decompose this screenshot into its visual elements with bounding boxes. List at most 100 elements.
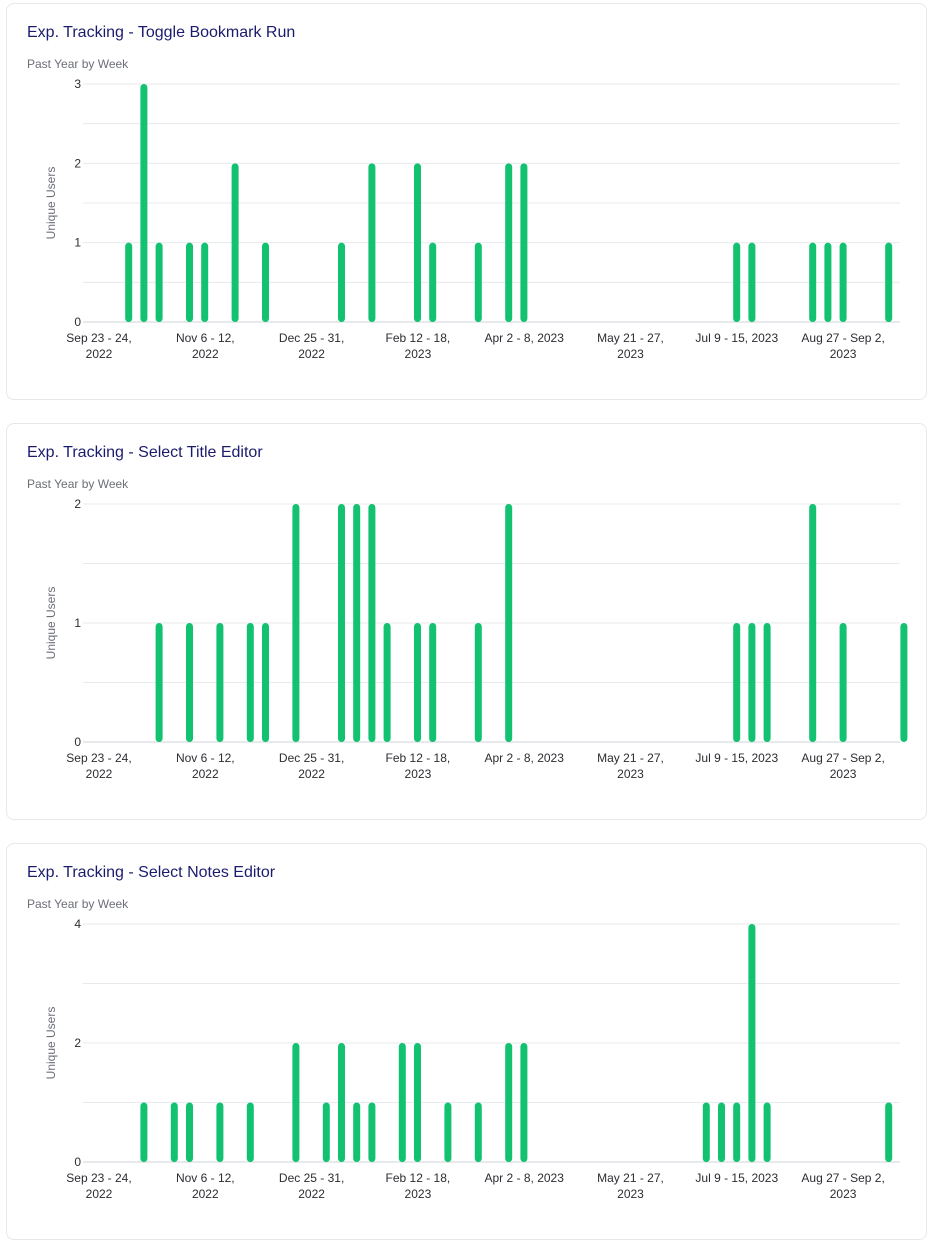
bar [702, 1102, 710, 1162]
x-tick-label: May 21 - 27, 2023 [597, 1171, 664, 1201]
bar [414, 623, 421, 742]
x-tick-label: Apr 2 - 8, 2023 [485, 331, 565, 345]
bar [155, 242, 163, 322]
x-tick-label: Feb 12 - 18, 2023 [386, 751, 451, 781]
bar [900, 623, 908, 742]
x-tick-label: Jul 9 - 15, 2023 [695, 751, 778, 765]
bar [733, 1102, 741, 1162]
bar [520, 163, 528, 322]
x-tick-label: Sep 23 - 24, 2022 [66, 1171, 131, 1201]
x-tick-label: Dec 25 - 31, 2022 [279, 1171, 344, 1201]
bar [292, 504, 300, 742]
x-tick-label: Apr 2 - 8, 2023 [485, 1171, 565, 1185]
bar [763, 1102, 771, 1162]
x-tick-label: Dec 25 - 31, 2022 [279, 751, 344, 781]
x-tick-label: Dec 25 - 31, 2022 [279, 331, 344, 361]
bar [338, 504, 345, 742]
x-tick-label: Feb 12 - 18, 2023 [386, 1171, 451, 1201]
y-tick-label: 0 [74, 315, 81, 329]
bar [474, 623, 482, 742]
y-tick-label: 4 [74, 917, 81, 931]
bar [125, 242, 133, 322]
y-tick-label: 0 [74, 735, 81, 749]
bar [231, 163, 239, 322]
x-tick-label: Nov 6 - 12, 2022 [176, 751, 235, 781]
bar [170, 1102, 178, 1162]
bar [763, 623, 771, 742]
bar [505, 1043, 513, 1162]
bar [246, 623, 254, 742]
y-axis-label: Unique Users [44, 167, 58, 240]
bar-chart: 0 1 2 3 Unique Users Sep 23 - 24, 2022 Nov 6 - … [44, 77, 900, 361]
y-tick-label: 0 [74, 1155, 81, 1169]
y-tick-label: 2 [74, 497, 81, 511]
bar [186, 623, 193, 742]
chart-subtitle: Past Year by Week [27, 897, 129, 911]
bar [292, 1043, 300, 1162]
chart-card-toggle-bookmark: Exp. Tracking - Toggle Bookmark Run Past… [6, 3, 927, 400]
bar [505, 163, 513, 322]
bar [748, 623, 756, 742]
bar [140, 1102, 148, 1162]
x-tick-label: May 21 - 27, 2023 [597, 751, 664, 781]
bar [338, 1043, 345, 1162]
bar [505, 504, 513, 742]
chart-card-select-title-editor: Exp. Tracking - Select Title Editor Past… [6, 423, 927, 820]
x-tick-label: Aug 27 - Sep 2, 2023 [801, 1171, 884, 1201]
bar [262, 242, 269, 322]
bar [429, 242, 437, 322]
y-tick-label: 2 [74, 1036, 81, 1050]
bar [718, 1102, 725, 1162]
x-tick-label: Nov 6 - 12, 2022 [176, 331, 235, 361]
bar [839, 242, 847, 322]
y-tick-label: 1 [74, 616, 81, 630]
chart-subtitle: Past Year by Week [27, 57, 129, 71]
bar [733, 242, 741, 322]
bar [748, 924, 756, 1162]
bar [885, 242, 893, 322]
bar [520, 1043, 528, 1162]
bar [474, 242, 482, 322]
bar [338, 242, 345, 322]
bar [368, 504, 376, 742]
x-tick-label: Feb 12 - 18, 2023 [386, 331, 451, 361]
chart-title: Exp. Tracking - Toggle Bookmark Run [27, 24, 296, 41]
x-tick-label: Sep 23 - 24, 2022 [66, 751, 131, 781]
bar [353, 504, 361, 742]
bar [444, 1102, 452, 1162]
x-tick-label: Apr 2 - 8, 2023 [485, 751, 565, 765]
x-tick-label: Aug 27 - Sep 2, 2023 [801, 751, 884, 781]
bar [186, 1102, 193, 1162]
bar [809, 242, 817, 322]
bar [414, 1043, 421, 1162]
bar [398, 1043, 406, 1162]
bar [322, 1102, 330, 1162]
x-tick-label: Jul 9 - 15, 2023 [695, 1171, 778, 1185]
bar [885, 1102, 893, 1162]
bar [809, 504, 817, 742]
bar [216, 1102, 224, 1162]
bar [748, 242, 756, 322]
bar [353, 1102, 361, 1162]
y-tick-label: 1 [74, 236, 81, 250]
bar [429, 623, 437, 742]
bar [383, 623, 391, 742]
bar [186, 242, 193, 322]
y-axis-label: Unique Users [44, 587, 58, 660]
x-tick-label: Sep 23 - 24, 2022 [66, 331, 131, 361]
bar [414, 163, 421, 322]
bar [368, 1102, 376, 1162]
y-tick-label: 2 [74, 156, 81, 170]
bar [839, 623, 847, 742]
bar [474, 1102, 482, 1162]
bar [246, 1102, 254, 1162]
bar [201, 242, 209, 322]
chart-card-select-notes-editor: Exp. Tracking - Select Notes Editor Past… [6, 843, 927, 1240]
bar [368, 163, 376, 322]
bar [140, 84, 148, 322]
y-axis-label: Unique Users [44, 1007, 58, 1080]
x-tick-label: Aug 27 - Sep 2, 2023 [801, 331, 884, 361]
bar [262, 623, 269, 742]
chart-subtitle: Past Year by Week [27, 477, 129, 491]
x-tick-label: May 21 - 27, 2023 [597, 331, 664, 361]
